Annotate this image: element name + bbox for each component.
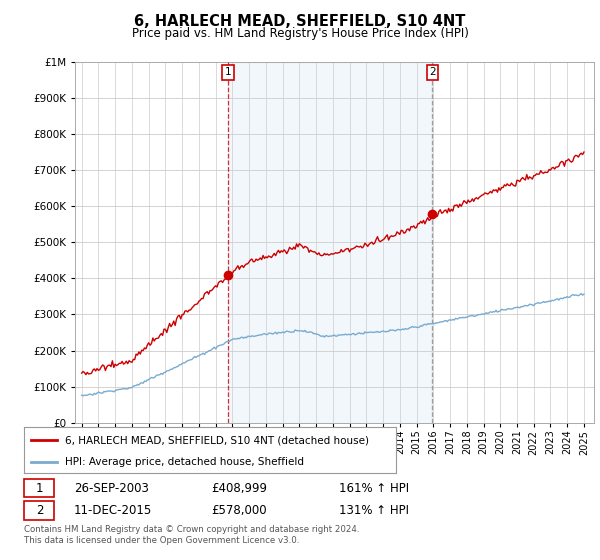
Text: HPI: Average price, detached house, Sheffield: HPI: Average price, detached house, Shef… xyxy=(65,457,304,466)
Text: 1: 1 xyxy=(36,482,43,494)
Bar xyxy=(228,62,433,423)
Text: £408,999: £408,999 xyxy=(212,482,268,494)
Text: 161% ↑ HPI: 161% ↑ HPI xyxy=(338,482,409,494)
Text: 1: 1 xyxy=(225,67,232,77)
Text: 2: 2 xyxy=(36,504,43,517)
Text: 11-DEC-2015: 11-DEC-2015 xyxy=(74,504,152,517)
Text: Price paid vs. HM Land Registry's House Price Index (HPI): Price paid vs. HM Land Registry's House … xyxy=(131,27,469,40)
Text: Contains HM Land Registry data © Crown copyright and database right 2024.
This d: Contains HM Land Registry data © Crown c… xyxy=(24,525,359,545)
FancyBboxPatch shape xyxy=(24,501,55,520)
Text: 6, HARLECH MEAD, SHEFFIELD, S10 4NT (detached house): 6, HARLECH MEAD, SHEFFIELD, S10 4NT (det… xyxy=(65,435,369,445)
Text: 2: 2 xyxy=(429,67,436,77)
FancyBboxPatch shape xyxy=(24,479,55,497)
Text: 26-SEP-2003: 26-SEP-2003 xyxy=(74,482,149,494)
Text: 6, HARLECH MEAD, SHEFFIELD, S10 4NT: 6, HARLECH MEAD, SHEFFIELD, S10 4NT xyxy=(134,14,466,29)
Text: 131% ↑ HPI: 131% ↑ HPI xyxy=(338,504,409,517)
Text: £578,000: £578,000 xyxy=(212,504,268,517)
